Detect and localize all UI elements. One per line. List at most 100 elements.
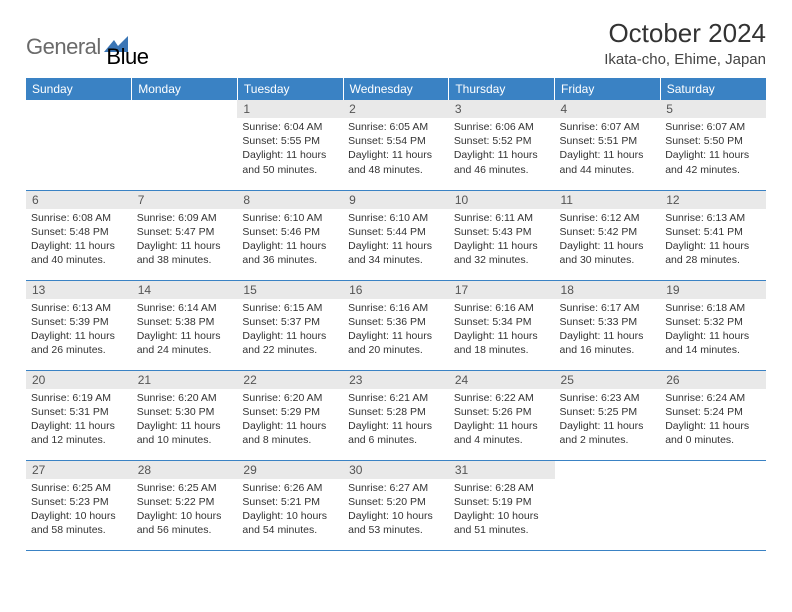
daylight-line: Daylight: 11 hours and 4 minutes. xyxy=(454,419,550,447)
sunrise-line: Sunrise: 6:13 AM xyxy=(665,211,761,225)
sunrise-line: Sunrise: 6:16 AM xyxy=(348,301,444,315)
sunrise-line: Sunrise: 6:20 AM xyxy=(242,391,338,405)
daylight-line: Daylight: 11 hours and 24 minutes. xyxy=(137,329,233,357)
calendar-day-cell: 17Sunrise: 6:16 AMSunset: 5:34 PMDayligh… xyxy=(449,280,555,370)
sunrise-line: Sunrise: 6:08 AM xyxy=(31,211,127,225)
calendar-day-cell: 4Sunrise: 6:07 AMSunset: 5:51 PMDaylight… xyxy=(555,100,661,190)
calendar-day-cell: 23Sunrise: 6:21 AMSunset: 5:28 PMDayligh… xyxy=(343,370,449,460)
sunset-line: Sunset: 5:51 PM xyxy=(560,134,656,148)
day-data: Sunrise: 6:21 AMSunset: 5:28 PMDaylight:… xyxy=(343,389,449,452)
day-data: Sunrise: 6:05 AMSunset: 5:54 PMDaylight:… xyxy=(343,118,449,181)
sunrise-line: Sunrise: 6:19 AM xyxy=(31,391,127,405)
day-number: 4 xyxy=(555,100,661,118)
day-number: 11 xyxy=(555,191,661,209)
sunrise-line: Sunrise: 6:14 AM xyxy=(137,301,233,315)
sunrise-line: Sunrise: 6:28 AM xyxy=(454,481,550,495)
day-number: 8 xyxy=(237,191,343,209)
daylight-line: Daylight: 11 hours and 40 minutes. xyxy=(31,239,127,267)
calendar-day-cell: 14Sunrise: 6:14 AMSunset: 5:38 PMDayligh… xyxy=(132,280,238,370)
month-title: October 2024 xyxy=(604,18,766,49)
sunrise-line: Sunrise: 6:09 AM xyxy=(137,211,233,225)
sunset-line: Sunset: 5:34 PM xyxy=(454,315,550,329)
day-data: Sunrise: 6:04 AMSunset: 5:55 PMDaylight:… xyxy=(237,118,343,181)
calendar-day-cell: 29Sunrise: 6:26 AMSunset: 5:21 PMDayligh… xyxy=(237,460,343,550)
daylight-line: Daylight: 11 hours and 28 minutes. xyxy=(665,239,761,267)
day-number: 14 xyxy=(132,281,238,299)
sunset-line: Sunset: 5:20 PM xyxy=(348,495,444,509)
daylight-line: Daylight: 11 hours and 30 minutes. xyxy=(560,239,656,267)
sunset-line: Sunset: 5:47 PM xyxy=(137,225,233,239)
day-number: 6 xyxy=(26,191,132,209)
day-number: 13 xyxy=(26,281,132,299)
calendar-day-cell: 9Sunrise: 6:10 AMSunset: 5:44 PMDaylight… xyxy=(343,190,449,280)
day-number: 21 xyxy=(132,371,238,389)
day-data: Sunrise: 6:17 AMSunset: 5:33 PMDaylight:… xyxy=(555,299,661,362)
day-number: 26 xyxy=(660,371,766,389)
calendar-day-cell: 5Sunrise: 6:07 AMSunset: 5:50 PMDaylight… xyxy=(660,100,766,190)
day-number: 3 xyxy=(449,100,555,118)
calendar-week-row: 6Sunrise: 6:08 AMSunset: 5:48 PMDaylight… xyxy=(26,190,766,280)
sunset-line: Sunset: 5:37 PM xyxy=(242,315,338,329)
sunrise-line: Sunrise: 6:04 AM xyxy=(242,120,338,134)
day-data: Sunrise: 6:23 AMSunset: 5:25 PMDaylight:… xyxy=(555,389,661,452)
day-data: Sunrise: 6:08 AMSunset: 5:48 PMDaylight:… xyxy=(26,209,132,272)
weekday-header: Monday xyxy=(132,78,238,100)
sunrise-line: Sunrise: 6:10 AM xyxy=(242,211,338,225)
sunset-line: Sunset: 5:41 PM xyxy=(665,225,761,239)
sunset-line: Sunset: 5:38 PM xyxy=(137,315,233,329)
daylight-line: Daylight: 11 hours and 42 minutes. xyxy=(665,148,761,176)
sunrise-line: Sunrise: 6:18 AM xyxy=(665,301,761,315)
day-number: 31 xyxy=(449,461,555,479)
day-data: Sunrise: 6:25 AMSunset: 5:23 PMDaylight:… xyxy=(26,479,132,542)
sunset-line: Sunset: 5:48 PM xyxy=(31,225,127,239)
sunrise-line: Sunrise: 6:27 AM xyxy=(348,481,444,495)
day-number: 29 xyxy=(237,461,343,479)
calendar-day-cell: 30Sunrise: 6:27 AMSunset: 5:20 PMDayligh… xyxy=(343,460,449,550)
day-number: 24 xyxy=(449,371,555,389)
daylight-line: Daylight: 11 hours and 22 minutes. xyxy=(242,329,338,357)
calendar-day-cell: 25Sunrise: 6:23 AMSunset: 5:25 PMDayligh… xyxy=(555,370,661,460)
calendar-day-cell: 19Sunrise: 6:18 AMSunset: 5:32 PMDayligh… xyxy=(660,280,766,370)
day-data: Sunrise: 6:10 AMSunset: 5:44 PMDaylight:… xyxy=(343,209,449,272)
day-data: Sunrise: 6:14 AMSunset: 5:38 PMDaylight:… xyxy=(132,299,238,362)
daylight-line: Daylight: 11 hours and 50 minutes. xyxy=(242,148,338,176)
day-number: 22 xyxy=(237,371,343,389)
day-data: Sunrise: 6:16 AMSunset: 5:34 PMDaylight:… xyxy=(449,299,555,362)
day-number: 1 xyxy=(237,100,343,118)
daylight-line: Daylight: 10 hours and 54 minutes. xyxy=(242,509,338,537)
day-data: Sunrise: 6:16 AMSunset: 5:36 PMDaylight:… xyxy=(343,299,449,362)
daylight-line: Daylight: 10 hours and 58 minutes. xyxy=(31,509,127,537)
day-data: Sunrise: 6:13 AMSunset: 5:39 PMDaylight:… xyxy=(26,299,132,362)
calendar-week-row: 20Sunrise: 6:19 AMSunset: 5:31 PMDayligh… xyxy=(26,370,766,460)
calendar-day-cell: 18Sunrise: 6:17 AMSunset: 5:33 PMDayligh… xyxy=(555,280,661,370)
sunrise-line: Sunrise: 6:23 AM xyxy=(560,391,656,405)
sunset-line: Sunset: 5:36 PM xyxy=(348,315,444,329)
day-data: Sunrise: 6:07 AMSunset: 5:50 PMDaylight:… xyxy=(660,118,766,181)
calendar-day-cell: 8Sunrise: 6:10 AMSunset: 5:46 PMDaylight… xyxy=(237,190,343,280)
sunset-line: Sunset: 5:39 PM xyxy=(31,315,127,329)
day-data: Sunrise: 6:15 AMSunset: 5:37 PMDaylight:… xyxy=(237,299,343,362)
calendar-body: 1Sunrise: 6:04 AMSunset: 5:55 PMDaylight… xyxy=(26,100,766,550)
daylight-line: Daylight: 11 hours and 46 minutes. xyxy=(454,148,550,176)
sunset-line: Sunset: 5:28 PM xyxy=(348,405,444,419)
calendar-empty-cell xyxy=(555,460,661,550)
day-number: 12 xyxy=(660,191,766,209)
sunset-line: Sunset: 5:26 PM xyxy=(454,405,550,419)
calendar-week-row: 27Sunrise: 6:25 AMSunset: 5:23 PMDayligh… xyxy=(26,460,766,550)
sunset-line: Sunset: 5:55 PM xyxy=(242,134,338,148)
sunset-line: Sunset: 5:54 PM xyxy=(348,134,444,148)
calendar-day-cell: 1Sunrise: 6:04 AMSunset: 5:55 PMDaylight… xyxy=(237,100,343,190)
sunrise-line: Sunrise: 6:07 AM xyxy=(560,120,656,134)
calendar-empty-cell xyxy=(26,100,132,190)
logo-part1: General xyxy=(26,34,101,59)
daylight-line: Daylight: 11 hours and 26 minutes. xyxy=(31,329,127,357)
day-number: 17 xyxy=(449,281,555,299)
calendar-day-cell: 3Sunrise: 6:06 AMSunset: 5:52 PMDaylight… xyxy=(449,100,555,190)
sunrise-line: Sunrise: 6:06 AM xyxy=(454,120,550,134)
sunset-line: Sunset: 5:31 PM xyxy=(31,405,127,419)
day-data: Sunrise: 6:13 AMSunset: 5:41 PMDaylight:… xyxy=(660,209,766,272)
calendar-day-cell: 2Sunrise: 6:05 AMSunset: 5:54 PMDaylight… xyxy=(343,100,449,190)
calendar-day-cell: 22Sunrise: 6:20 AMSunset: 5:29 PMDayligh… xyxy=(237,370,343,460)
sunrise-line: Sunrise: 6:17 AM xyxy=(560,301,656,315)
day-number: 7 xyxy=(132,191,238,209)
